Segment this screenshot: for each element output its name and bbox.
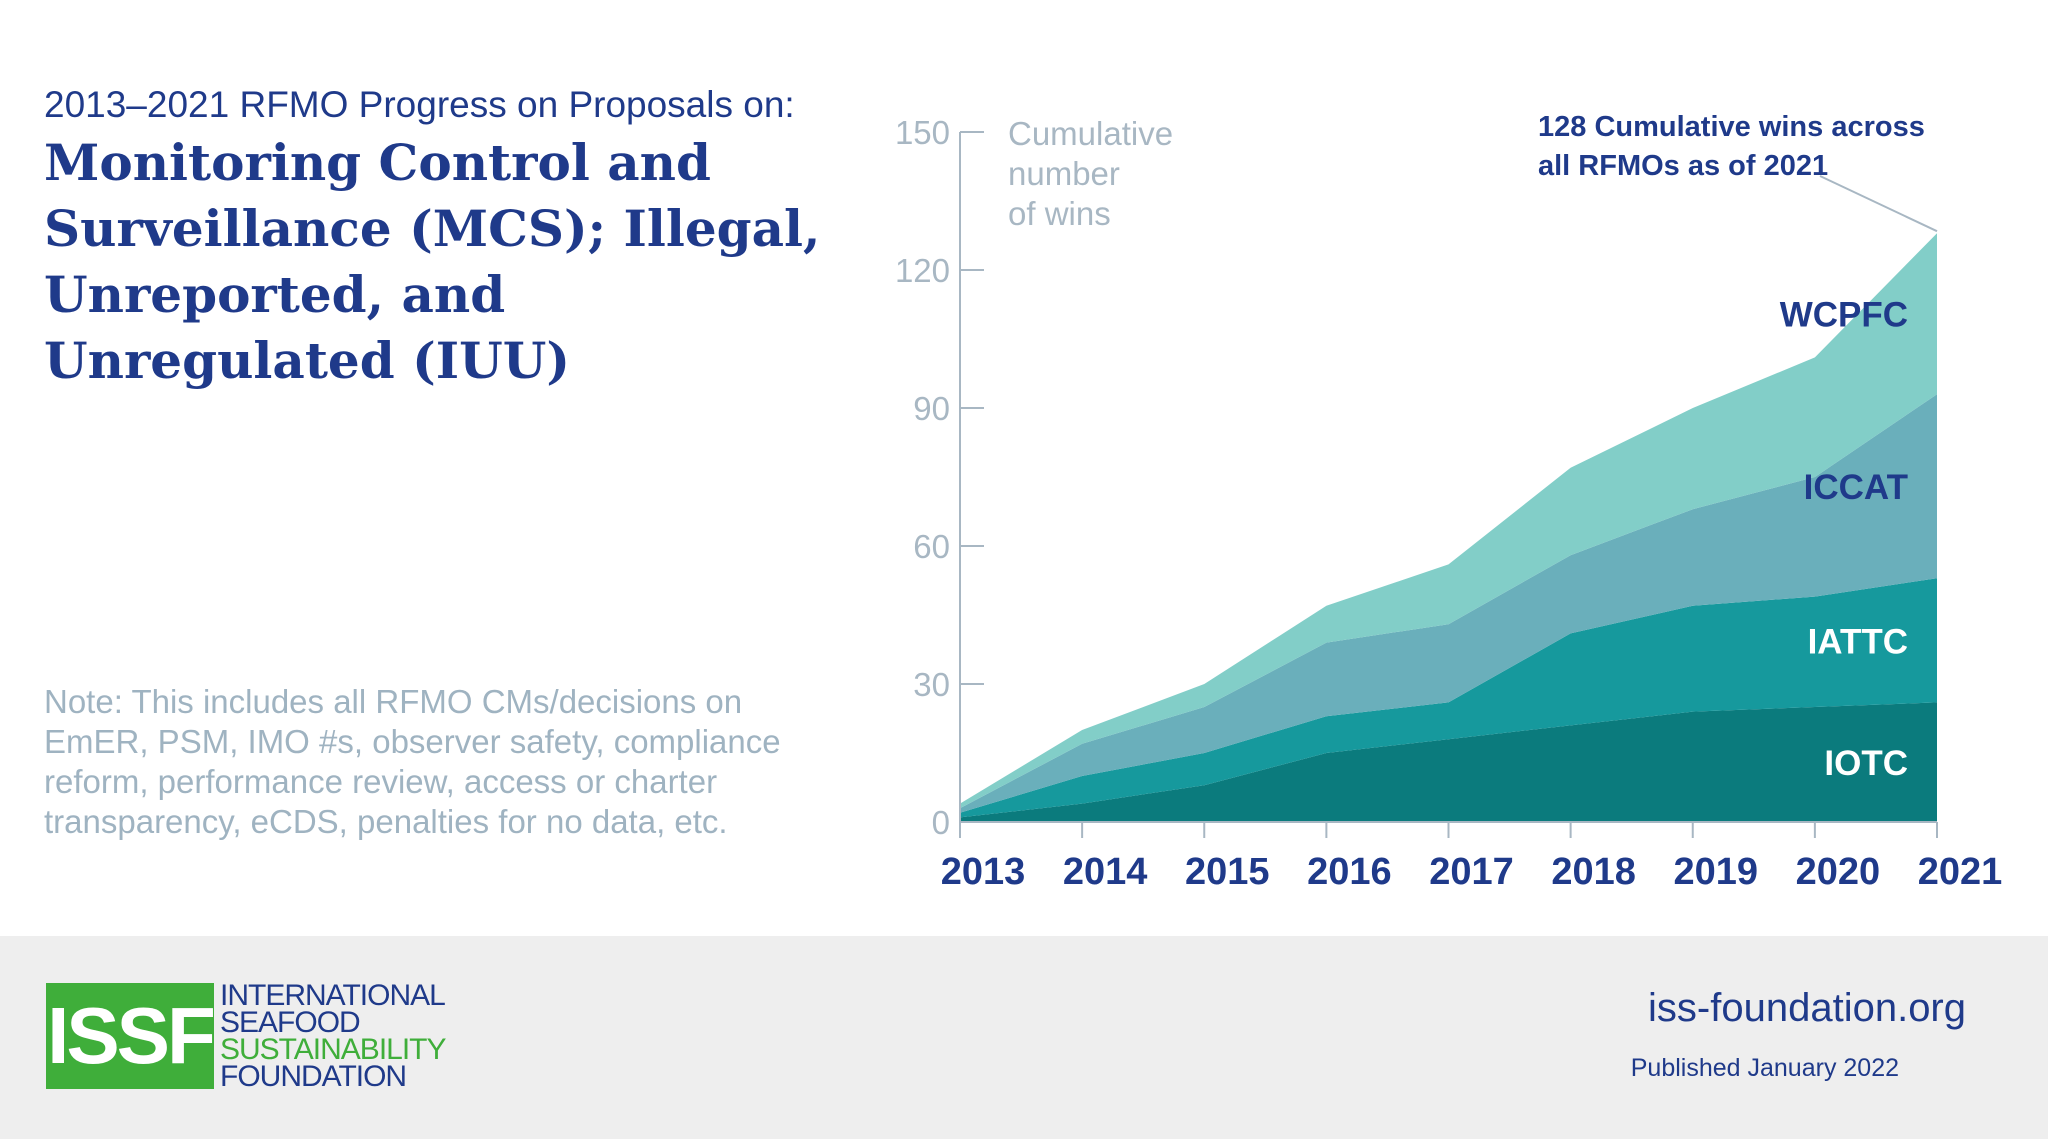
y-tick-label-30: 30 [913,666,950,703]
x-tick-label-2017: 2017 [1429,851,1514,893]
y-axis-label-line-1: Cumulative [1008,115,1173,152]
x-tick-label-2018: 2018 [1551,851,1636,893]
area-iattc [960,578,1937,818]
x-tick-label-2013: 2013 [941,851,1026,893]
org-name-line-2: SEAFOOD [220,1006,361,1039]
org-name-line-1: INTERNATIONAL [220,979,446,1012]
published-date: Published January 2022 [1630,1054,1899,1082]
org-name-line-3: SUSTAINABILITY [220,1033,447,1066]
y-tick-label-0: 0 [932,804,950,841]
annotation-line-1: 128 Cumulative wins across [1538,111,1925,143]
x-tick-label-2015: 2015 [1185,851,1270,893]
y-tick-label-60: 60 [913,528,950,565]
x-tick-label-2016: 2016 [1307,851,1392,893]
series-label-iattc: IATTC [1808,622,1908,661]
footer: ISSF INTERNATIONAL SEAFOOD SUSTAINABILIT… [0,936,2048,1139]
y-axis-label-line-3: of wins [1008,195,1111,232]
x-tick-label-2021: 2021 [1918,851,2003,893]
annotation-leader-line [1819,175,1938,233]
x-tick-label-2019: 2019 [1673,851,1758,893]
y-axis-label-line-2: number [1008,155,1120,192]
area-wcpfc [960,233,1937,809]
chart-note: Note: This includes all RFMO CMs/decisio… [44,683,781,840]
y-tick-label-120: 120 [895,252,950,289]
area-iotc [960,702,1937,822]
x-tick-label-2020: 2020 [1796,851,1881,893]
series-label-wcpfc: WCPFC [1780,296,1908,335]
area-iccat [960,394,1937,813]
issf-logo[interactable]: ISSF [46,983,216,1089]
chart-title: Monitoring Control and Surveillance (MCS… [44,133,821,390]
y-tick-label-90: 90 [913,390,950,427]
x-tick-label-2014: 2014 [1063,851,1148,893]
y-tick-label-150: 150 [895,114,950,151]
website-link[interactable]: iss-foundation.org [1648,986,1966,1030]
series-label-iotc: IOTC [1824,744,1908,783]
logo-text: ISSF [47,991,216,1080]
organization-name: INTERNATIONAL SEAFOOD SUSTAINABILITY FOU… [220,979,447,1093]
annotation-line-2: all RFMOs as of 2021 [1538,150,1828,182]
series-label-iccat: ICCAT [1804,468,1908,507]
chart-supertitle: 2013–2021 RFMO Progress on Proposals on: [44,84,795,125]
org-name-line-4: FOUNDATION [220,1060,407,1093]
